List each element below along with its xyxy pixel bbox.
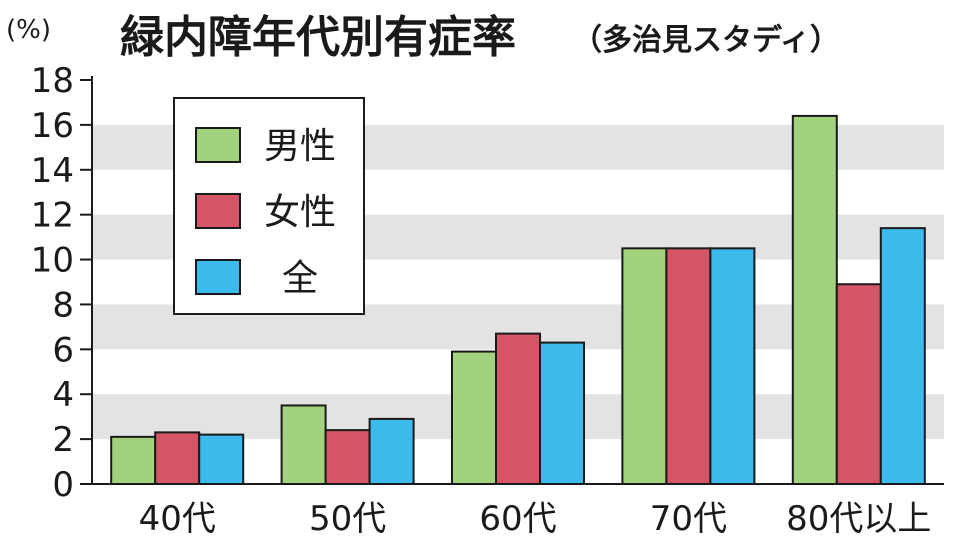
bar-0-4 [791, 114, 838, 486]
bar-2-1 [368, 417, 415, 485]
bar-1-3 [665, 247, 712, 485]
y-tick-label: 0 [52, 465, 74, 505]
bar-1-0 [154, 431, 201, 485]
x-axis-labels: 40代 50代 60代 70代 80代以上 [139, 499, 932, 538]
bar-0-0 [110, 435, 157, 486]
y-tick-label: 8 [52, 285, 74, 325]
x-tick-label: 50代 [309, 499, 386, 538]
legend-label: 全 [282, 258, 318, 299]
y-tick-label: 14 [31, 151, 74, 191]
legend-label: 男性 [264, 126, 336, 167]
x-tick-label: 80代以上 [786, 499, 931, 538]
unit-label: (%) [6, 15, 51, 45]
legend-swatch [195, 193, 241, 229]
y-tick-label: 18 [31, 61, 74, 101]
bar-2-0 [198, 433, 245, 485]
bar-0-3 [621, 247, 668, 485]
y-tick-label: 12 [31, 196, 74, 236]
bar-1-1 [324, 429, 371, 485]
bar-0-1 [280, 404, 327, 486]
y-axis-ticks: 0 2 4 6 810 12 14 16 18 [31, 61, 92, 505]
bar-2-3 [709, 247, 756, 485]
bar-0-2 [451, 350, 497, 486]
legend-label: 女性 [264, 192, 336, 233]
x-tick-label: 70代 [650, 499, 727, 538]
y-tick-label: 4 [52, 375, 74, 415]
y-tick-label: 2 [52, 420, 74, 460]
y-tick-label: 10 [31, 241, 74, 281]
legend-swatch [195, 127, 241, 163]
bar-2-2 [539, 341, 585, 485]
bar-1-4 [835, 283, 882, 485]
legend-swatch [195, 259, 241, 295]
bars [110, 114, 926, 486]
bar-2-4 [879, 227, 926, 485]
x-tick-label: 60代 [479, 499, 556, 538]
y-tick-label: 16 [31, 106, 74, 146]
chart-title: 緑内障年代別有症率 [120, 12, 516, 63]
y-tick-label: 6 [52, 330, 74, 370]
bar-1-2 [495, 332, 541, 485]
x-tick-label: 40代 [139, 499, 216, 538]
chart-subtitle: （多治見スタディ） [572, 23, 840, 58]
